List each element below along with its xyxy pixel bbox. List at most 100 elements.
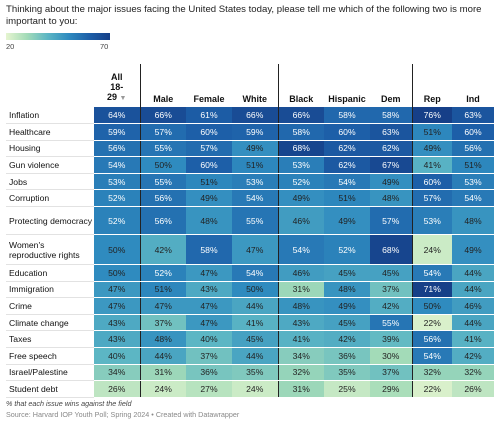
column-header-male[interactable]: Male xyxy=(139,64,186,107)
source-line: Source: Harvard IOP Youth Poll; Spring 2… xyxy=(6,410,240,419)
heatmap-cell: 50% xyxy=(139,156,186,174)
heatmap-cell: 47% xyxy=(232,234,278,266)
table-row: Inflation 64% 66% 61% 66% 66% 58% 58% 76% 63% xyxy=(6,107,494,125)
heatmap-cell: 55% xyxy=(370,314,412,332)
heatmap-cell: 37% xyxy=(186,347,232,365)
heatmap-cell: 62% xyxy=(324,156,370,174)
heatmap-cell: 49% xyxy=(324,206,370,236)
heatmap-cell: 47% xyxy=(94,297,140,315)
heatmap-cell: 48% xyxy=(277,297,324,315)
heatmap-cell: 57% xyxy=(370,206,412,236)
heatmap-cell: 56% xyxy=(139,206,186,236)
heatmap-cell: 24% xyxy=(139,380,186,398)
row-label: Crime xyxy=(6,297,94,315)
sort-arrow-icon[interactable]: ▼ xyxy=(119,95,127,102)
row-label: Climate change xyxy=(6,314,94,332)
heatmap-cell: 58% xyxy=(324,107,370,125)
row-label: Education xyxy=(6,264,94,282)
heatmap-cell: 71% xyxy=(411,281,452,299)
row-label: Student debt xyxy=(6,380,94,398)
heatmap-cell: 47% xyxy=(186,297,232,315)
footnote: % that each issue wins against the field xyxy=(6,399,132,408)
heatmap-cell: 35% xyxy=(232,364,278,382)
heatmap-cell: 53% xyxy=(411,206,452,236)
column-header-dem[interactable]: Dem xyxy=(380,94,401,104)
heatmap-cell: 53% xyxy=(452,173,494,191)
legend-max-label: 70 xyxy=(100,42,109,51)
heatmap-cell: 45% xyxy=(232,330,278,349)
heatmap-cell: 57% xyxy=(411,189,452,208)
table-row: Corruption 52% 56% 49% 54% 49% 51% 48% 57% 54% xyxy=(6,189,494,208)
heatmap-cell: 32% xyxy=(411,364,452,382)
heatmap-cell: 37% xyxy=(370,281,412,299)
column-header-ind[interactable]: Ind xyxy=(466,94,480,104)
heatmap-cell: 46% xyxy=(277,264,324,282)
table-row: Student debt 26% 24% 27% 24% 31% 25% 29% 22% 26% xyxy=(6,380,494,398)
column-header-female[interactable]: Female xyxy=(193,94,225,104)
heatmap-cell: 62% xyxy=(324,140,370,158)
column-header-white[interactable]: White xyxy=(242,94,268,104)
table-row: Israel/Palestine 34% 31% 36% 35% 32% 35% 37% 32%… xyxy=(6,364,494,382)
heatmap-cell: 67% xyxy=(370,156,412,174)
table-row: Taxes 43% 48% 40% 45% 41% 42% 39% 56% 41% xyxy=(6,330,494,349)
heatmap-cell: 58% xyxy=(370,107,412,125)
heatmap-cell: 64% xyxy=(94,107,140,125)
heatmap-cell: 35% xyxy=(324,364,370,382)
heatmap-cell: 47% xyxy=(139,297,186,315)
heatmap-cell: 47% xyxy=(186,264,232,282)
heatmap-cell: 48% xyxy=(324,281,370,299)
heatmap-cell: 39% xyxy=(370,330,412,349)
heatmap-cell: 40% xyxy=(94,347,140,365)
heatmap-cell: 34% xyxy=(277,347,324,365)
heatmap-cell: 61% xyxy=(186,107,232,125)
heatmap-cell: 57% xyxy=(139,123,186,141)
heatmap-cell: 59% xyxy=(94,123,140,141)
heatmap-cell: 54% xyxy=(324,173,370,191)
table-row: Climate change 43% 37% 47% 41% 43% 45% 55% 22% 44… xyxy=(6,314,494,332)
heatmap-cell: 56% xyxy=(411,330,452,349)
heatmap-cell: 60% xyxy=(324,123,370,141)
column-header-rep[interactable]: Rep xyxy=(411,64,452,107)
column-header-hispanic[interactable]: Hispanic xyxy=(328,94,366,104)
heatmap-cell: 66% xyxy=(277,107,324,125)
heatmap-cell: 52% xyxy=(277,173,324,191)
chart-title: Thinking about the major issues facing t… xyxy=(6,4,482,27)
heatmap-cell: 47% xyxy=(186,314,232,332)
heatmap-cell: 42% xyxy=(324,330,370,349)
row-label: Free speech xyxy=(6,347,94,365)
table-row: Education 50% 52% 47% 54% 46% 45% 45% 54% 44% xyxy=(6,264,494,282)
table-row: Immigration 47% 51% 43% 50% 31% 48% 37% 71% 44% xyxy=(6,281,494,299)
table-row: Crime 47% 47% 47% 44% 48% 49% 42% 50% 46% xyxy=(6,297,494,315)
column-header-all-18-29[interactable]: All 18- 29 ▼ xyxy=(107,72,127,102)
heatmap-cell: 49% xyxy=(452,234,494,266)
heatmap-cell: 48% xyxy=(186,206,232,236)
table-row: Healthcare 59% 57% 60% 59% 58% 60% 63% 51% 60% xyxy=(6,123,494,141)
heatmap-cell: 26% xyxy=(94,380,140,398)
heatmap-cell: 42% xyxy=(370,297,412,315)
heatmap-cell: 60% xyxy=(186,123,232,141)
legend-min-label: 20 xyxy=(6,42,15,51)
heatmap-cell: 51% xyxy=(452,156,494,174)
heatmap-cell: 46% xyxy=(277,206,324,236)
heatmap-cell: 56% xyxy=(94,140,140,158)
row-label: Taxes xyxy=(6,330,94,349)
heatmap-cell: 25% xyxy=(324,380,370,398)
heatmap-cell: 76% xyxy=(411,107,452,125)
heatmap-cell: 31% xyxy=(277,380,324,398)
table-row: Jobs 53% 55% 51% 53% 52% 54% 49% 60% 53% xyxy=(6,173,494,191)
heatmap-cell: 50% xyxy=(94,234,140,266)
heatmap-cell: 43% xyxy=(186,281,232,299)
heatmap-cell: 24% xyxy=(411,234,452,266)
heatmap-cell: 42% xyxy=(139,234,186,266)
heatmap-cell: 50% xyxy=(232,281,278,299)
heatmap-cell: 60% xyxy=(452,123,494,141)
heatmap-cell: 52% xyxy=(324,234,370,266)
heatmap-cell: 44% xyxy=(452,314,494,332)
heatmap-cell: 37% xyxy=(139,314,186,332)
row-label: Jobs xyxy=(6,173,94,191)
heatmap-cell: 54% xyxy=(411,264,452,282)
column-header-black[interactable]: Black xyxy=(277,64,324,107)
heatmap-cell: 22% xyxy=(411,314,452,332)
row-label: Healthcare xyxy=(6,123,94,141)
heatmap-cell: 41% xyxy=(411,156,452,174)
